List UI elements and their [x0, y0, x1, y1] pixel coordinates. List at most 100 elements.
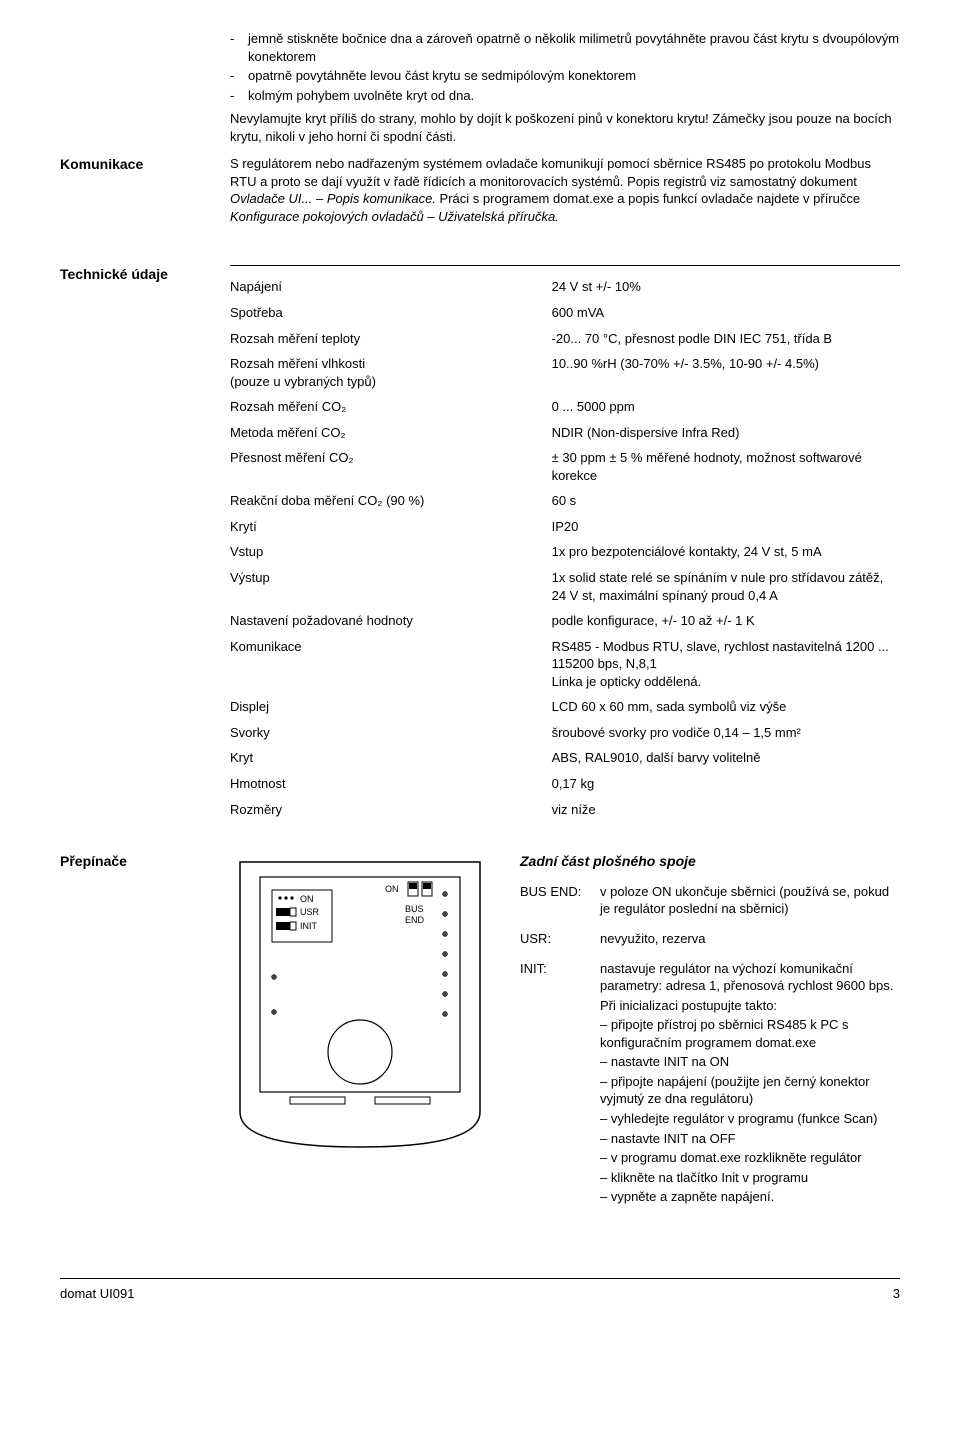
komunikace-em1: Ovladače UI... – Popis komunikace. [230, 191, 436, 206]
tech-key: Přesnost měření CO₂ [230, 445, 552, 488]
tech-val: 600 mVA [552, 300, 900, 326]
tech-key: Výstup [230, 565, 552, 608]
tech-row-item: KomunikaceRS485 - Modbus RTU, slave, ryc… [230, 634, 900, 695]
intro-bullets: jemně stiskněte bočnice dna a zároveň op… [230, 30, 900, 104]
komunikace-row: Komunikace S regulátorem nebo nadřazeným… [60, 155, 900, 225]
tech-row-item: Metoda měření CO₂NDIR (Non-dispersive In… [230, 420, 900, 446]
init-step: – připojte přístroj po sběrnici RS485 k … [600, 1016, 900, 1051]
switches-row: Přepínače ON USR INIT ON [60, 852, 900, 1218]
switches-label: Přepínače [60, 852, 230, 1218]
tech-content: Napájení24 V st +/- 10%Spotřeba600 mVARo… [230, 265, 900, 822]
tech-row-item: Hmotnost0,17 kg [230, 771, 900, 797]
tech-key: Kryt [230, 745, 552, 771]
tech-val: 1x pro bezpotenciálové kontakty, 24 V st… [552, 539, 900, 565]
tech-row-item: Rozsah měření teploty-20... 70 °C, přesn… [230, 326, 900, 352]
tech-row-item: Svorkyšroubové svorky pro vodiče 0,14 – … [230, 720, 900, 746]
bullet-text: jemně stiskněte bočnice dna a zároveň op… [248, 30, 900, 65]
end-text: END [405, 915, 425, 925]
tech-val: 10..90 %rH (30-70% +/- 3.5%, 10-90 +/- 4… [552, 351, 900, 394]
tech-row-item: Rozsah měření vlhkosti (pouze u vybranýc… [230, 351, 900, 394]
bullet-text: opatrně povytáhněte levou část krytu se … [248, 67, 636, 85]
tech-row-item: Vstup1x pro bezpotenciálové kontakty, 24… [230, 539, 900, 565]
intro-content: jemně stiskněte bočnice dna a zároveň op… [230, 30, 900, 145]
init-key: INIT: [520, 960, 600, 1206]
tech-row-item: Rozměryviz níže [230, 797, 900, 823]
tech-key: Spotřeba [230, 300, 552, 326]
init-step: – v programu domat.exe rozklikněte regul… [600, 1149, 900, 1167]
tech-row-item: Rozsah měření CO₂0 ... 5000 ppm [230, 394, 900, 420]
tech-label: Technické údaje [60, 265, 230, 822]
tech-row-item: Spotřeba600 mVA [230, 300, 900, 326]
dip-usr-text: USR [300, 907, 320, 917]
init-step: – vypněte a zapněte napájení. [600, 1188, 900, 1206]
tech-row-item: KrytíIP20 [230, 514, 900, 540]
komunikace-content: S regulátorem nebo nadřazeným systémem o… [230, 155, 900, 225]
tech-table: Napájení24 V st +/- 10%Spotřeba600 mVARo… [230, 274, 900, 822]
tech-key: Metoda měření CO₂ [230, 420, 552, 446]
footer-right: 3 [893, 1285, 900, 1303]
tech-key: Rozsah měření teploty [230, 326, 552, 352]
tech-val: šroubové svorky pro vodiče 0,14 – 1,5 mm… [552, 720, 900, 746]
footer-left: domat UI091 [60, 1285, 134, 1303]
tech-val: LCD 60 x 60 mm, sada symbolů viz výše [552, 694, 900, 720]
tech-key: Nastavení požadované hodnoty [230, 608, 552, 634]
dip-init-text: INIT [300, 921, 318, 931]
komunikace-label: Komunikace [60, 155, 230, 225]
dip-on-text: ON [300, 894, 314, 904]
tech-row: Technické údaje Napájení24 V st +/- 10%S… [60, 265, 900, 822]
intro-after: Nevylamujte kryt příliš do strany, mohlo… [230, 110, 900, 145]
komunikace-text: S regulátorem nebo nadřazeným systémem o… [230, 156, 871, 189]
tech-val: ± 30 ppm ± 5 % měřené hodnoty, možnost s… [552, 445, 900, 488]
init-item: INIT: nastavuje regulátor na výchozí kom… [520, 960, 900, 1206]
switches-title: Zadní část plošného spoje [520, 852, 900, 871]
tech-divider [230, 265, 900, 266]
tech-row-item: DisplejLCD 60 x 60 mm, sada symbolů viz … [230, 694, 900, 720]
tech-key: Hmotnost [230, 771, 552, 797]
tech-key: Svorky [230, 720, 552, 746]
intro-bullet: jemně stiskněte bočnice dna a zároveň op… [230, 30, 900, 65]
init-head: nastavuje regulátor na výchozí komunikač… [600, 960, 900, 995]
intro-label-empty [60, 30, 230, 145]
on2-text: ON [385, 884, 399, 894]
init-step: – připojte napájení (použijte jen černý … [600, 1073, 900, 1108]
switches-body: ON USR INIT ON BUS END [230, 852, 900, 1218]
tech-row-item: KrytABS, RAL9010, další barvy volitelně [230, 745, 900, 771]
tech-key: Vstup [230, 539, 552, 565]
komunikace-em2: Konfigurace pokojových ovladačů – Uživat… [230, 209, 559, 224]
init-val: nastavuje regulátor na výchozí komunikač… [600, 960, 900, 1206]
init-step: – vyhledejte regulátor v programu (funkc… [600, 1110, 900, 1128]
komunikace-text2: Práci s programem domat.exe a popis funk… [436, 191, 860, 206]
tech-row-item: Napájení24 V st +/- 10% [230, 274, 900, 300]
tech-val: RS485 - Modbus RTU, slave, rychlost nast… [552, 634, 900, 695]
tech-key: Krytí [230, 514, 552, 540]
tech-key: Displej [230, 694, 552, 720]
tech-val: IP20 [552, 514, 900, 540]
bullet-text: kolmým pohybem uvolněte kryt od dna. [248, 87, 474, 105]
tech-val: podle konfigurace, +/- 10 až +/- 1 K [552, 608, 900, 634]
pcb-svg: ON USR INIT ON BUS END [230, 852, 490, 1152]
usr-val: nevyužito, rezerva [600, 930, 900, 948]
tech-val: 24 V st +/- 10% [552, 274, 900, 300]
tech-val: 1x solid state relé se spínáním v nule p… [552, 565, 900, 608]
tech-val: 60 s [552, 488, 900, 514]
init-step: – nastavte INIT na OFF [600, 1130, 900, 1148]
usr-key: USR: [520, 930, 600, 948]
page-footer: domat UI091 3 [60, 1278, 900, 1303]
tech-val: 0 ... 5000 ppm [552, 394, 900, 420]
intro-bullet: kolmým pohybem uvolněte kryt od dna. [230, 87, 900, 105]
tech-key: Rozsah měření vlhkosti (pouze u vybranýc… [230, 351, 552, 394]
intro-bullet: opatrně povytáhněte levou část krytu se … [230, 67, 900, 85]
tech-row-item: Přesnost měření CO₂± 30 ppm ± 5 % měřené… [230, 445, 900, 488]
tech-key: Napájení [230, 274, 552, 300]
usr-item: USR: nevyužito, rezerva [520, 930, 900, 948]
tech-key: Reakční doba měření CO₂ (90 %) [230, 488, 552, 514]
tech-key: Rozsah měření CO₂ [230, 394, 552, 420]
tech-key: Rozměry [230, 797, 552, 823]
init-step: – nastavte INIT na ON [600, 1053, 900, 1071]
pcb-diagram: ON USR INIT ON BUS END [230, 852, 500, 1218]
tech-val: viz níže [552, 797, 900, 823]
tech-val: ABS, RAL9010, další barvy volitelně [552, 745, 900, 771]
tech-row-item: Nastavení požadované hodnotypodle konfig… [230, 608, 900, 634]
tech-row-item: Reakční doba měření CO₂ (90 %)60 s [230, 488, 900, 514]
tech-val: NDIR (Non-dispersive Infra Red) [552, 420, 900, 446]
